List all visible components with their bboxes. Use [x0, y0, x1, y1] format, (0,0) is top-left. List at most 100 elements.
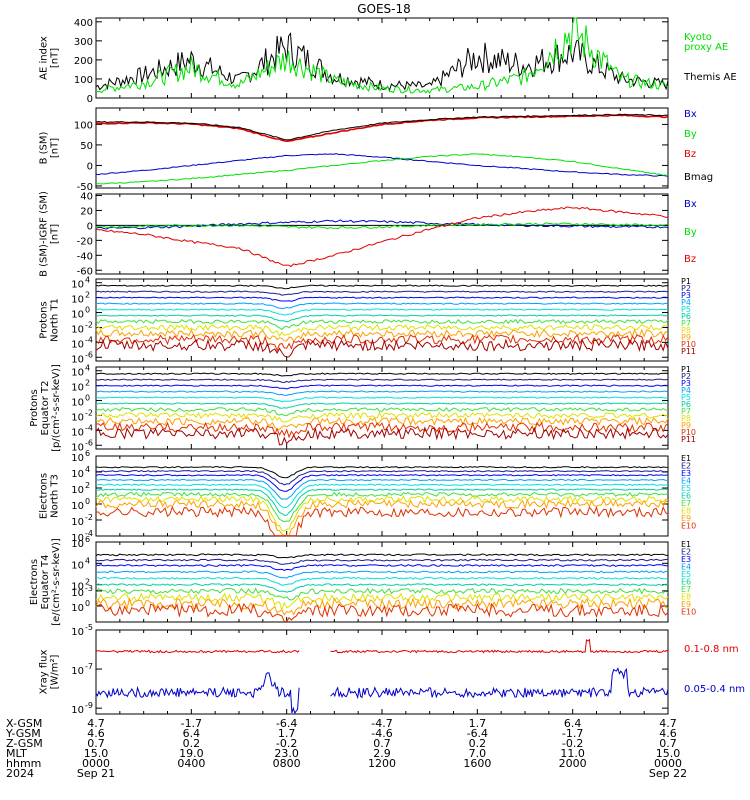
y-axis-label: B (SM)-IGRF (SM): [39, 191, 50, 277]
channel-label: E10: [681, 522, 696, 531]
legend-entry: By: [684, 227, 697, 238]
series-themis-ae: [95, 32, 669, 92]
y-tick-base: 10: [71, 533, 84, 544]
channel-label: P11: [681, 347, 696, 356]
y-tick-exponent: -9: [85, 701, 93, 710]
y-axis-label: Equator T2: [40, 381, 51, 436]
y-tick-label: 0: [87, 161, 93, 172]
ephemeris-value: 15.0: [656, 747, 681, 760]
series-p6: [95, 402, 669, 409]
y-tick-base: 10: [71, 368, 84, 379]
y-tick-label: -50: [77, 182, 93, 193]
y-axis-label: [nT]: [50, 48, 61, 68]
ephemeris-value: -4.7: [371, 717, 392, 730]
ephemeris-value: Sep 22: [649, 767, 687, 780]
series-p11: [95, 426, 669, 446]
series-p5: [95, 396, 669, 403]
series-p5: [95, 308, 669, 316]
y-axis-label: AE index: [39, 36, 50, 80]
series-e4: [95, 478, 669, 500]
series-e6: [95, 488, 669, 516]
y-tick-exponent: 2: [85, 291, 90, 300]
legend-entry: Bz: [684, 254, 696, 265]
y-tick-base: 10: [71, 280, 84, 291]
series-p9: [95, 416, 669, 430]
channel-label: E2: [681, 548, 691, 557]
series-e7: [95, 491, 669, 523]
y-tick-exponent: -7: [85, 662, 93, 671]
series-e3: [95, 474, 669, 492]
series-p10: [95, 421, 669, 439]
series-p2: [95, 378, 669, 384]
ephemeris-value: 6.4: [183, 727, 201, 740]
series-e10: [96, 602, 669, 622]
y-axis-label: North T1: [50, 298, 61, 342]
y-tick-base: 10: [71, 383, 84, 394]
channel-label: P8: [681, 414, 691, 423]
ephemeris-value: 2.9: [373, 747, 391, 760]
ephemeris-value: 0800: [273, 757, 301, 770]
y-tick-exponent: 6: [85, 535, 90, 544]
series-e1: [95, 553, 669, 559]
series-e5: [96, 576, 669, 586]
channel-label: E1: [681, 454, 691, 463]
channel-label: P2: [681, 284, 691, 293]
series-e9: [95, 498, 669, 537]
y-tick-base: 10: [71, 627, 84, 638]
footer-ephemeris: X-GSMY-GSMZ-GSMMLThhmm20244.74.60.715.00…: [5, 717, 687, 780]
y-tick-exponent: 4: [85, 465, 90, 474]
channel-label: E9: [681, 600, 691, 609]
y-axis-label: [nT]: [50, 138, 61, 158]
y-tick-exponent: -4: [85, 423, 93, 432]
y-tick-base: 10: [71, 517, 84, 528]
ephemeris-value: 1.7: [278, 727, 296, 740]
series-bz: [95, 206, 669, 268]
ephemeris-value: 1600: [463, 757, 491, 770]
legend-entry: proxy AE: [684, 42, 728, 53]
ephemeris-value: 0000: [654, 757, 682, 770]
series-p4: [95, 390, 669, 396]
channel-label: P8: [681, 326, 691, 335]
series-e9: [95, 596, 669, 616]
panel-e_equator: Electrons Equator T4 [e/(cm²-s-sr-keV)] 10 6…: [29, 535, 696, 626]
legend-entry: 0.1-0.8 nm: [684, 644, 739, 655]
ephemeris-value: 4.6: [87, 727, 105, 740]
y-tick-exponent: 6: [85, 449, 90, 458]
series-e10: [96, 505, 669, 537]
channel-label: P9: [681, 421, 691, 430]
series-p3: [95, 296, 669, 302]
series-kyoto-proxy-ae: [95, 17, 669, 95]
y-tick-label: 40: [80, 191, 93, 202]
y-tick-exponent: 0: [85, 599, 90, 608]
series-xray-short: [95, 672, 300, 715]
ephemeris-value: 6.4: [564, 717, 582, 730]
legend-entry: Bx: [684, 199, 697, 210]
channel-label: P5: [681, 393, 691, 402]
channel-label: P9: [681, 333, 691, 342]
y-tick-exponent: 4: [85, 364, 90, 373]
series-p8: [95, 323, 669, 337]
y-tick-exponent: 0: [85, 306, 90, 315]
ephemeris-value: 0000: [82, 757, 110, 770]
y-tick-base: 10: [71, 603, 84, 614]
y-tick-exponent: -2: [85, 320, 93, 329]
channel-label: E7: [681, 499, 691, 508]
channel-label: P5: [681, 305, 691, 314]
y-axis-label: [e/(cm²-s-sr-keV)]: [51, 538, 62, 626]
series-xray-short: [330, 667, 669, 700]
y-tick-exponent: -4: [85, 335, 93, 344]
y-tick-exponent: 2: [85, 578, 90, 587]
series-by: [95, 222, 669, 230]
channel-label: P6: [681, 400, 691, 409]
ephemeris-value: -0.2: [562, 737, 583, 750]
y-axis-label: Electrons: [39, 473, 50, 519]
channel-label: E4: [681, 477, 691, 486]
ephemeris-value: 4.6: [659, 727, 677, 740]
y-axis-label: North T3: [50, 474, 61, 518]
ephemeris-value: 0.7: [373, 737, 391, 750]
channel-label: E8: [681, 593, 691, 602]
ephemeris-value: 23.0: [274, 747, 299, 760]
y-tick-exponent: -3: [85, 584, 93, 593]
ephemeris-value: 19.0: [179, 747, 204, 760]
ephemeris-row-label: 2024: [6, 767, 34, 780]
